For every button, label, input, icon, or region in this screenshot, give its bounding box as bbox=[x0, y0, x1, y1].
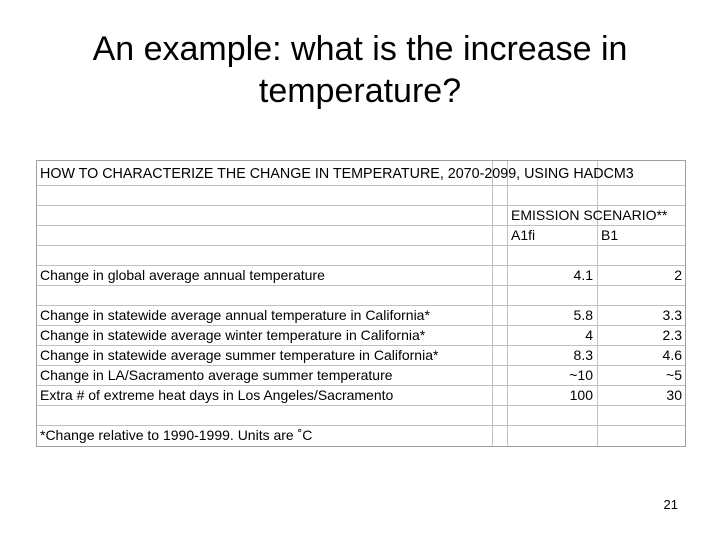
value-a1fi: ~10 bbox=[569, 367, 593, 383]
grid-line bbox=[37, 285, 685, 286]
column-header-b1: B1 bbox=[601, 227, 619, 243]
column-header-a1fi: A1fi bbox=[511, 227, 536, 243]
page-number: 21 bbox=[663, 497, 678, 512]
grid-line bbox=[492, 161, 493, 446]
grid-line bbox=[37, 225, 685, 226]
scenario-header: EMISSION SCENARIO** bbox=[511, 207, 668, 223]
value-a1fi: 8.3 bbox=[573, 347, 593, 363]
grid-line bbox=[37, 305, 685, 306]
row-label: Change in LA/Sacramento average summer t… bbox=[40, 367, 393, 383]
grid-line bbox=[597, 161, 598, 446]
grid-line bbox=[37, 405, 685, 406]
value-b1: 2.3 bbox=[662, 327, 682, 343]
grid-line bbox=[37, 265, 685, 266]
grid-line bbox=[37, 425, 685, 426]
row-label: Extra # of extreme heat days in Los Ange… bbox=[40, 387, 394, 403]
grid-line bbox=[37, 205, 685, 206]
value-b1: 4.6 bbox=[662, 347, 682, 363]
value-a1fi: 4 bbox=[585, 327, 593, 343]
grid-line bbox=[37, 385, 685, 386]
value-a1fi: 5.8 bbox=[573, 307, 593, 323]
row-label: Change in global average annual temperat… bbox=[40, 267, 325, 283]
row-label: Change in statewide average winter tempe… bbox=[40, 327, 426, 343]
value-b1: 2 bbox=[674, 267, 682, 283]
value-b1: 3.3 bbox=[662, 307, 682, 323]
row-label: Change in statewide average annual tempe… bbox=[40, 307, 430, 323]
value-b1: 30 bbox=[666, 387, 682, 403]
grid-line bbox=[37, 345, 685, 346]
value-a1fi: 100 bbox=[569, 387, 593, 403]
slide-title: An example: what is the increase in temp… bbox=[92, 30, 628, 110]
row-label: Change in statewide average summer tempe… bbox=[40, 347, 439, 363]
grid-line bbox=[37, 185, 685, 186]
grid-line bbox=[507, 161, 508, 446]
grid-line bbox=[37, 365, 685, 366]
grid-line bbox=[37, 245, 685, 246]
table-footnote: *Change relative to 1990-1999. Units are… bbox=[40, 427, 313, 443]
value-a1fi: 4.1 bbox=[573, 267, 593, 283]
value-b1: ~5 bbox=[666, 367, 682, 383]
grid-line bbox=[37, 325, 685, 326]
table-heading: HOW TO CHARACTERIZE THE CHANGE IN TEMPER… bbox=[40, 166, 634, 182]
spreadsheet-table: HOW TO CHARACTERIZE THE CHANGE IN TEMPER… bbox=[36, 160, 686, 447]
